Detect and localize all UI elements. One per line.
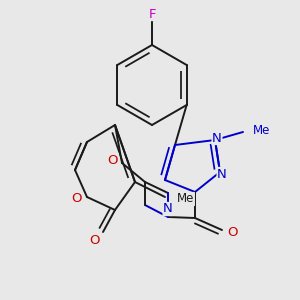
- Text: F: F: [148, 8, 156, 20]
- Text: O: O: [108, 154, 118, 166]
- Text: Me: Me: [253, 124, 270, 137]
- Text: O: O: [90, 233, 100, 247]
- Text: N: N: [163, 202, 173, 215]
- Text: Me: Me: [177, 193, 194, 206]
- Text: O: O: [227, 226, 237, 238]
- Text: N: N: [212, 131, 222, 145]
- Text: N: N: [217, 167, 227, 181]
- Text: O: O: [71, 191, 81, 205]
